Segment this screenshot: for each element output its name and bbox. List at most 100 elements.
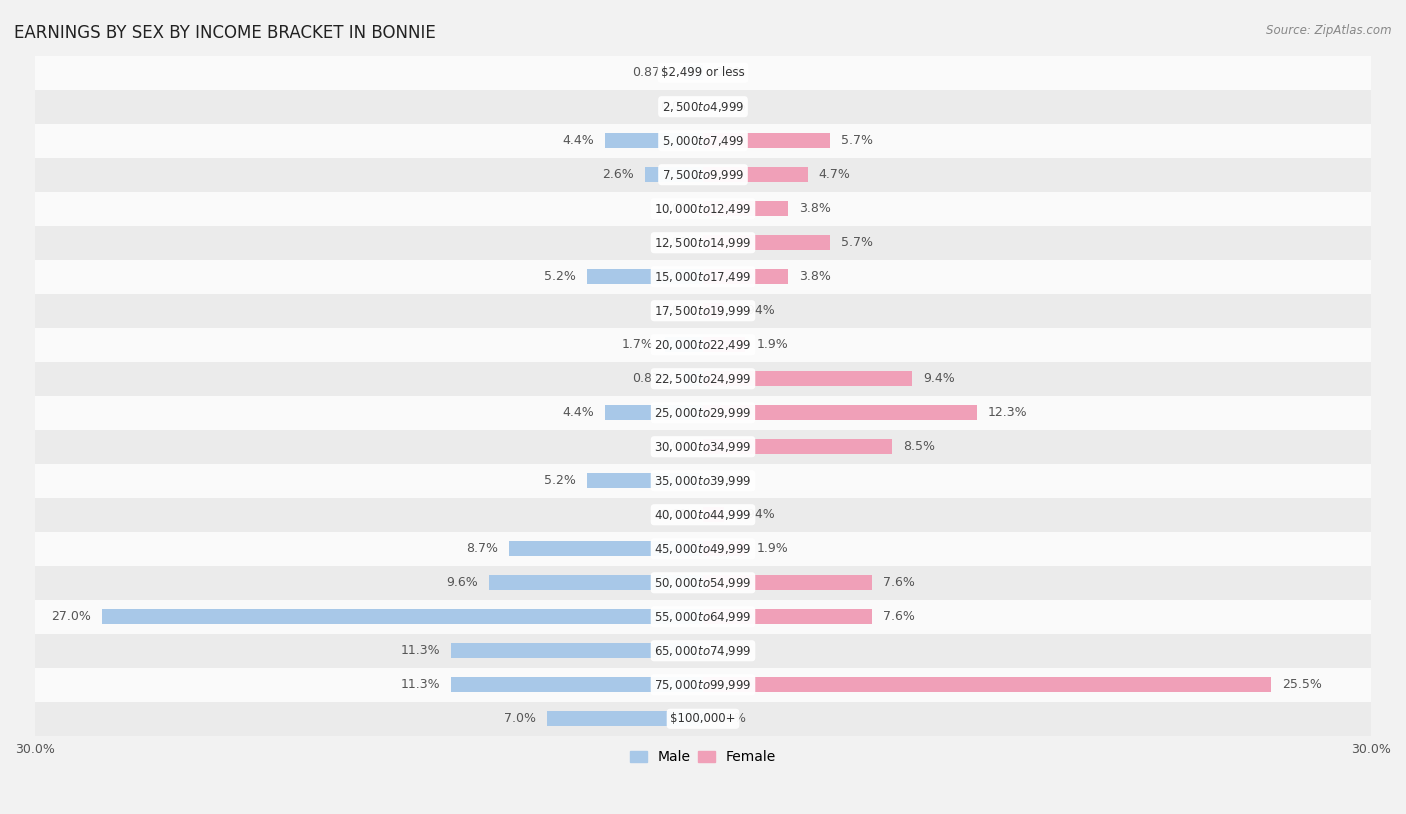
Text: 0.94%: 0.94% (735, 304, 775, 317)
Bar (683, 65, 703, 81)
Text: 8.5%: 8.5% (904, 440, 935, 453)
Text: $65,000 to $74,999: $65,000 to $74,999 (654, 644, 752, 658)
Bar (35, 124, 1371, 158)
Text: 0.0%: 0.0% (714, 644, 747, 657)
Bar (605, 405, 703, 420)
Bar (35, 430, 1371, 464)
Text: $15,000 to $17,499: $15,000 to $17,499 (654, 269, 752, 284)
Bar (605, 133, 703, 148)
Bar (451, 677, 703, 693)
Text: 5.2%: 5.2% (544, 270, 576, 283)
Text: 7.6%: 7.6% (883, 610, 915, 624)
Text: EARNINGS BY SEX BY INCOME BRACKET IN BONNIE: EARNINGS BY SEX BY INCOME BRACKET IN BON… (14, 24, 436, 42)
Text: 0.0%: 0.0% (659, 304, 692, 317)
Bar (703, 371, 912, 387)
Text: 1.9%: 1.9% (756, 339, 789, 351)
Text: 0.0%: 0.0% (659, 100, 692, 113)
Text: 12.3%: 12.3% (988, 406, 1028, 419)
Text: $25,000 to $29,999: $25,000 to $29,999 (654, 405, 752, 420)
Bar (35, 361, 1371, 396)
Text: 0.0%: 0.0% (659, 202, 692, 215)
Text: $75,000 to $99,999: $75,000 to $99,999 (654, 678, 752, 692)
Bar (703, 167, 807, 182)
Bar (703, 575, 872, 590)
Bar (35, 225, 1371, 260)
Text: 0.94%: 0.94% (735, 508, 775, 521)
Text: $50,000 to $54,999: $50,000 to $54,999 (654, 575, 752, 590)
Text: 0.87%: 0.87% (633, 66, 672, 79)
Text: 27.0%: 27.0% (51, 610, 90, 624)
Bar (703, 609, 872, 624)
Text: 3.8%: 3.8% (799, 270, 831, 283)
Text: $100,000+: $100,000+ (671, 712, 735, 725)
Bar (35, 192, 1371, 225)
Text: 9.4%: 9.4% (924, 372, 955, 385)
Text: 7.0%: 7.0% (503, 712, 536, 725)
Text: 7.6%: 7.6% (883, 576, 915, 589)
Text: 4.4%: 4.4% (562, 406, 593, 419)
Bar (683, 371, 703, 387)
Bar (645, 167, 703, 182)
Bar (35, 55, 1371, 90)
Bar (35, 497, 1371, 532)
Bar (703, 303, 724, 318)
Bar (35, 90, 1371, 124)
Bar (35, 294, 1371, 328)
Text: $40,000 to $44,999: $40,000 to $44,999 (654, 508, 752, 522)
Text: $35,000 to $39,999: $35,000 to $39,999 (654, 474, 752, 488)
Text: 0.0%: 0.0% (659, 508, 692, 521)
Bar (703, 541, 745, 557)
Bar (703, 235, 830, 251)
Bar (588, 269, 703, 284)
Text: $20,000 to $22,499: $20,000 to $22,499 (654, 338, 752, 352)
Bar (35, 667, 1371, 702)
Text: 0.0%: 0.0% (659, 236, 692, 249)
Text: 0.87%: 0.87% (633, 372, 672, 385)
Text: $7,500 to $9,999: $7,500 to $9,999 (662, 168, 744, 182)
Bar (703, 133, 830, 148)
Bar (547, 711, 703, 726)
Text: $12,500 to $14,999: $12,500 to $14,999 (654, 236, 752, 250)
Bar (35, 634, 1371, 667)
Text: 2.6%: 2.6% (602, 168, 634, 182)
Text: $2,500 to $4,999: $2,500 to $4,999 (662, 99, 744, 114)
Bar (665, 337, 703, 352)
Bar (703, 337, 745, 352)
Bar (703, 677, 1271, 693)
Bar (35, 158, 1371, 192)
Text: 5.7%: 5.7% (841, 134, 873, 147)
Bar (35, 702, 1371, 736)
Bar (703, 507, 724, 523)
Bar (509, 541, 703, 557)
Text: 5.2%: 5.2% (544, 475, 576, 488)
Text: 11.3%: 11.3% (401, 678, 440, 691)
Text: 0.0%: 0.0% (659, 440, 692, 453)
Text: $10,000 to $12,499: $10,000 to $12,499 (654, 202, 752, 216)
Bar (703, 201, 787, 217)
Text: Source: ZipAtlas.com: Source: ZipAtlas.com (1267, 24, 1392, 37)
Text: 11.3%: 11.3% (401, 644, 440, 657)
Bar (35, 532, 1371, 566)
Text: $45,000 to $49,999: $45,000 to $49,999 (654, 542, 752, 556)
Bar (703, 439, 893, 454)
Text: 1.9%: 1.9% (756, 542, 789, 555)
Text: $5,000 to $7,499: $5,000 to $7,499 (662, 133, 744, 147)
Text: $30,000 to $34,999: $30,000 to $34,999 (654, 440, 752, 453)
Text: $2,499 or less: $2,499 or less (661, 66, 745, 79)
Text: 5.7%: 5.7% (841, 236, 873, 249)
Bar (35, 396, 1371, 430)
Bar (35, 328, 1371, 361)
Bar (35, 464, 1371, 497)
Bar (101, 609, 703, 624)
Text: 8.7%: 8.7% (467, 542, 498, 555)
Text: 0.0%: 0.0% (714, 712, 747, 725)
Text: 3.8%: 3.8% (799, 202, 831, 215)
Text: 0.0%: 0.0% (714, 66, 747, 79)
Bar (489, 575, 703, 590)
Legend: Male, Female: Male, Female (624, 745, 782, 770)
Text: 4.7%: 4.7% (818, 168, 851, 182)
Bar (588, 473, 703, 488)
Bar (703, 269, 787, 284)
Bar (451, 643, 703, 659)
Bar (35, 260, 1371, 294)
